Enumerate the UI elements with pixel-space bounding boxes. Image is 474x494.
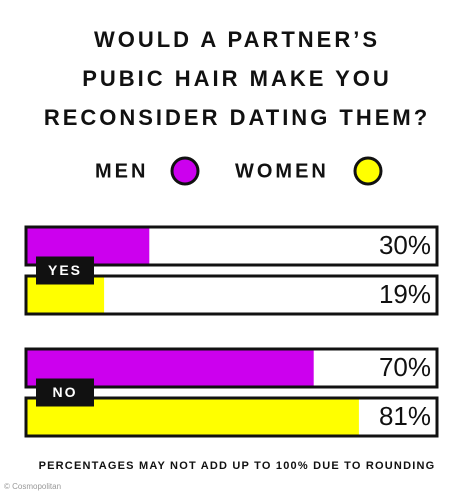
bar-border [24,396,439,438]
category-box [36,256,94,285]
credit: © Cosmopolitan [4,482,61,491]
value-label: 30% [379,230,431,260]
legend-label: MEN [95,160,148,182]
legend-key [353,156,383,186]
footnote: PERCENTAGES MAY NOT ADD UP TO 100% DUE T… [39,460,436,472]
bar-border [24,274,439,316]
value-label: 70% [379,352,431,382]
category-label: NO [53,384,78,400]
value-label: 19% [379,279,431,309]
bar-border [24,347,439,389]
category-label: YES [48,262,82,278]
category-box [36,378,94,407]
bar-border [24,225,439,267]
legend-label: WOMEN [235,160,329,182]
chart-title: WOULD A PARTNER’S PUBIC HAIR MAKE YOU RE… [43,27,431,130]
legend-key [170,156,200,186]
value-label: 81% [379,401,431,431]
